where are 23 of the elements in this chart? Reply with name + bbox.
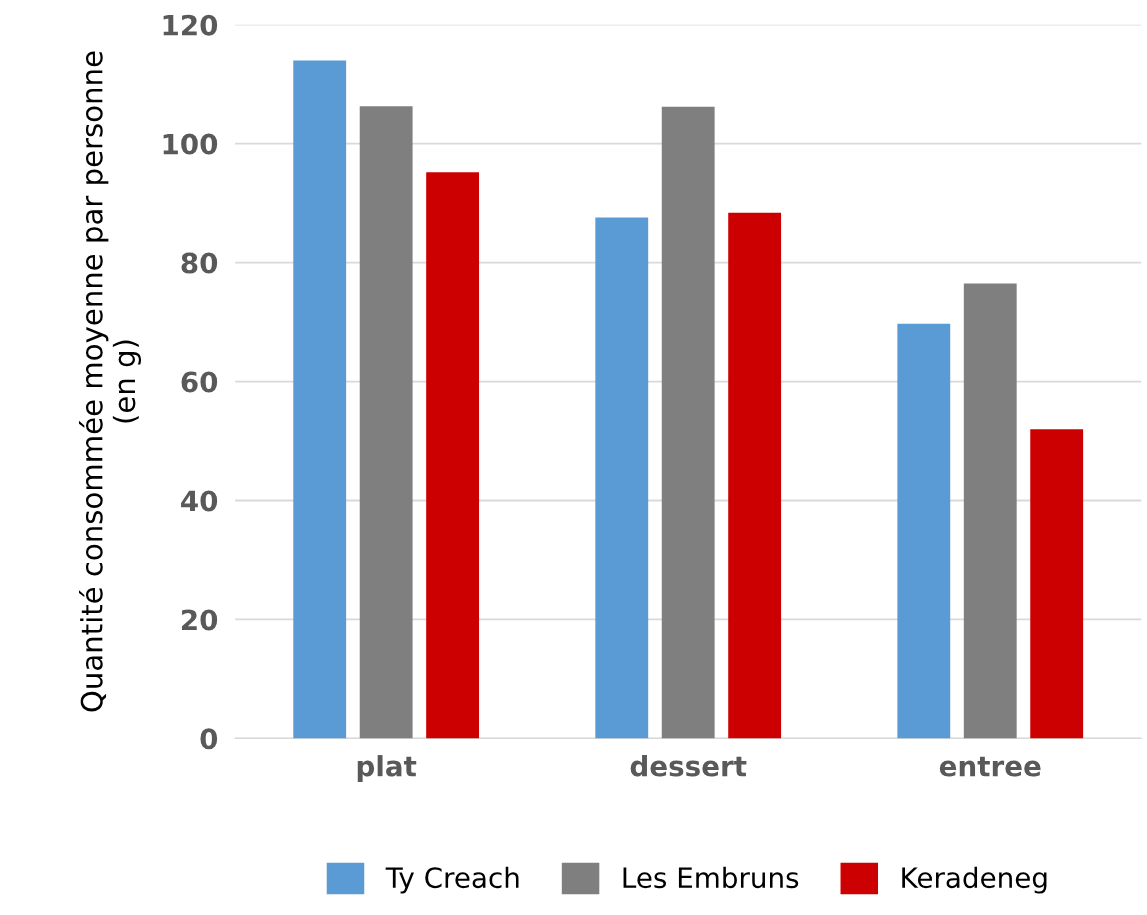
bar: [661, 106, 715, 739]
y-tick-label: 40: [181, 490, 218, 512]
y-tick-label: 100: [163, 133, 218, 155]
y-tick-label: 60: [181, 371, 218, 393]
bar: [897, 323, 951, 739]
legend-label: Keradeneg: [902, 866, 1047, 894]
bar: [595, 217, 649, 739]
x-tick-label: plat: [357, 755, 417, 782]
legend-label: Les Embruns: [623, 866, 799, 889]
bar: [359, 106, 413, 739]
bar: [293, 60, 347, 739]
x-tick-label: entree: [939, 756, 1041, 777]
bar: [426, 172, 480, 739]
bar: [963, 283, 1017, 739]
y-tick-label: 0: [200, 728, 218, 750]
legend-label: Ty Creach: [385, 866, 519, 894]
bar: [728, 212, 782, 739]
x-tick-label: dessert: [630, 755, 747, 777]
y-tick-label: 120: [163, 14, 218, 36]
bar: [1030, 429, 1084, 739]
y-tick-label: 80: [181, 252, 218, 274]
y-tick-label: 20: [182, 609, 218, 631]
y-axis-title: Quantité consommée moyenne par personne (en g): [78, 51, 142, 712]
